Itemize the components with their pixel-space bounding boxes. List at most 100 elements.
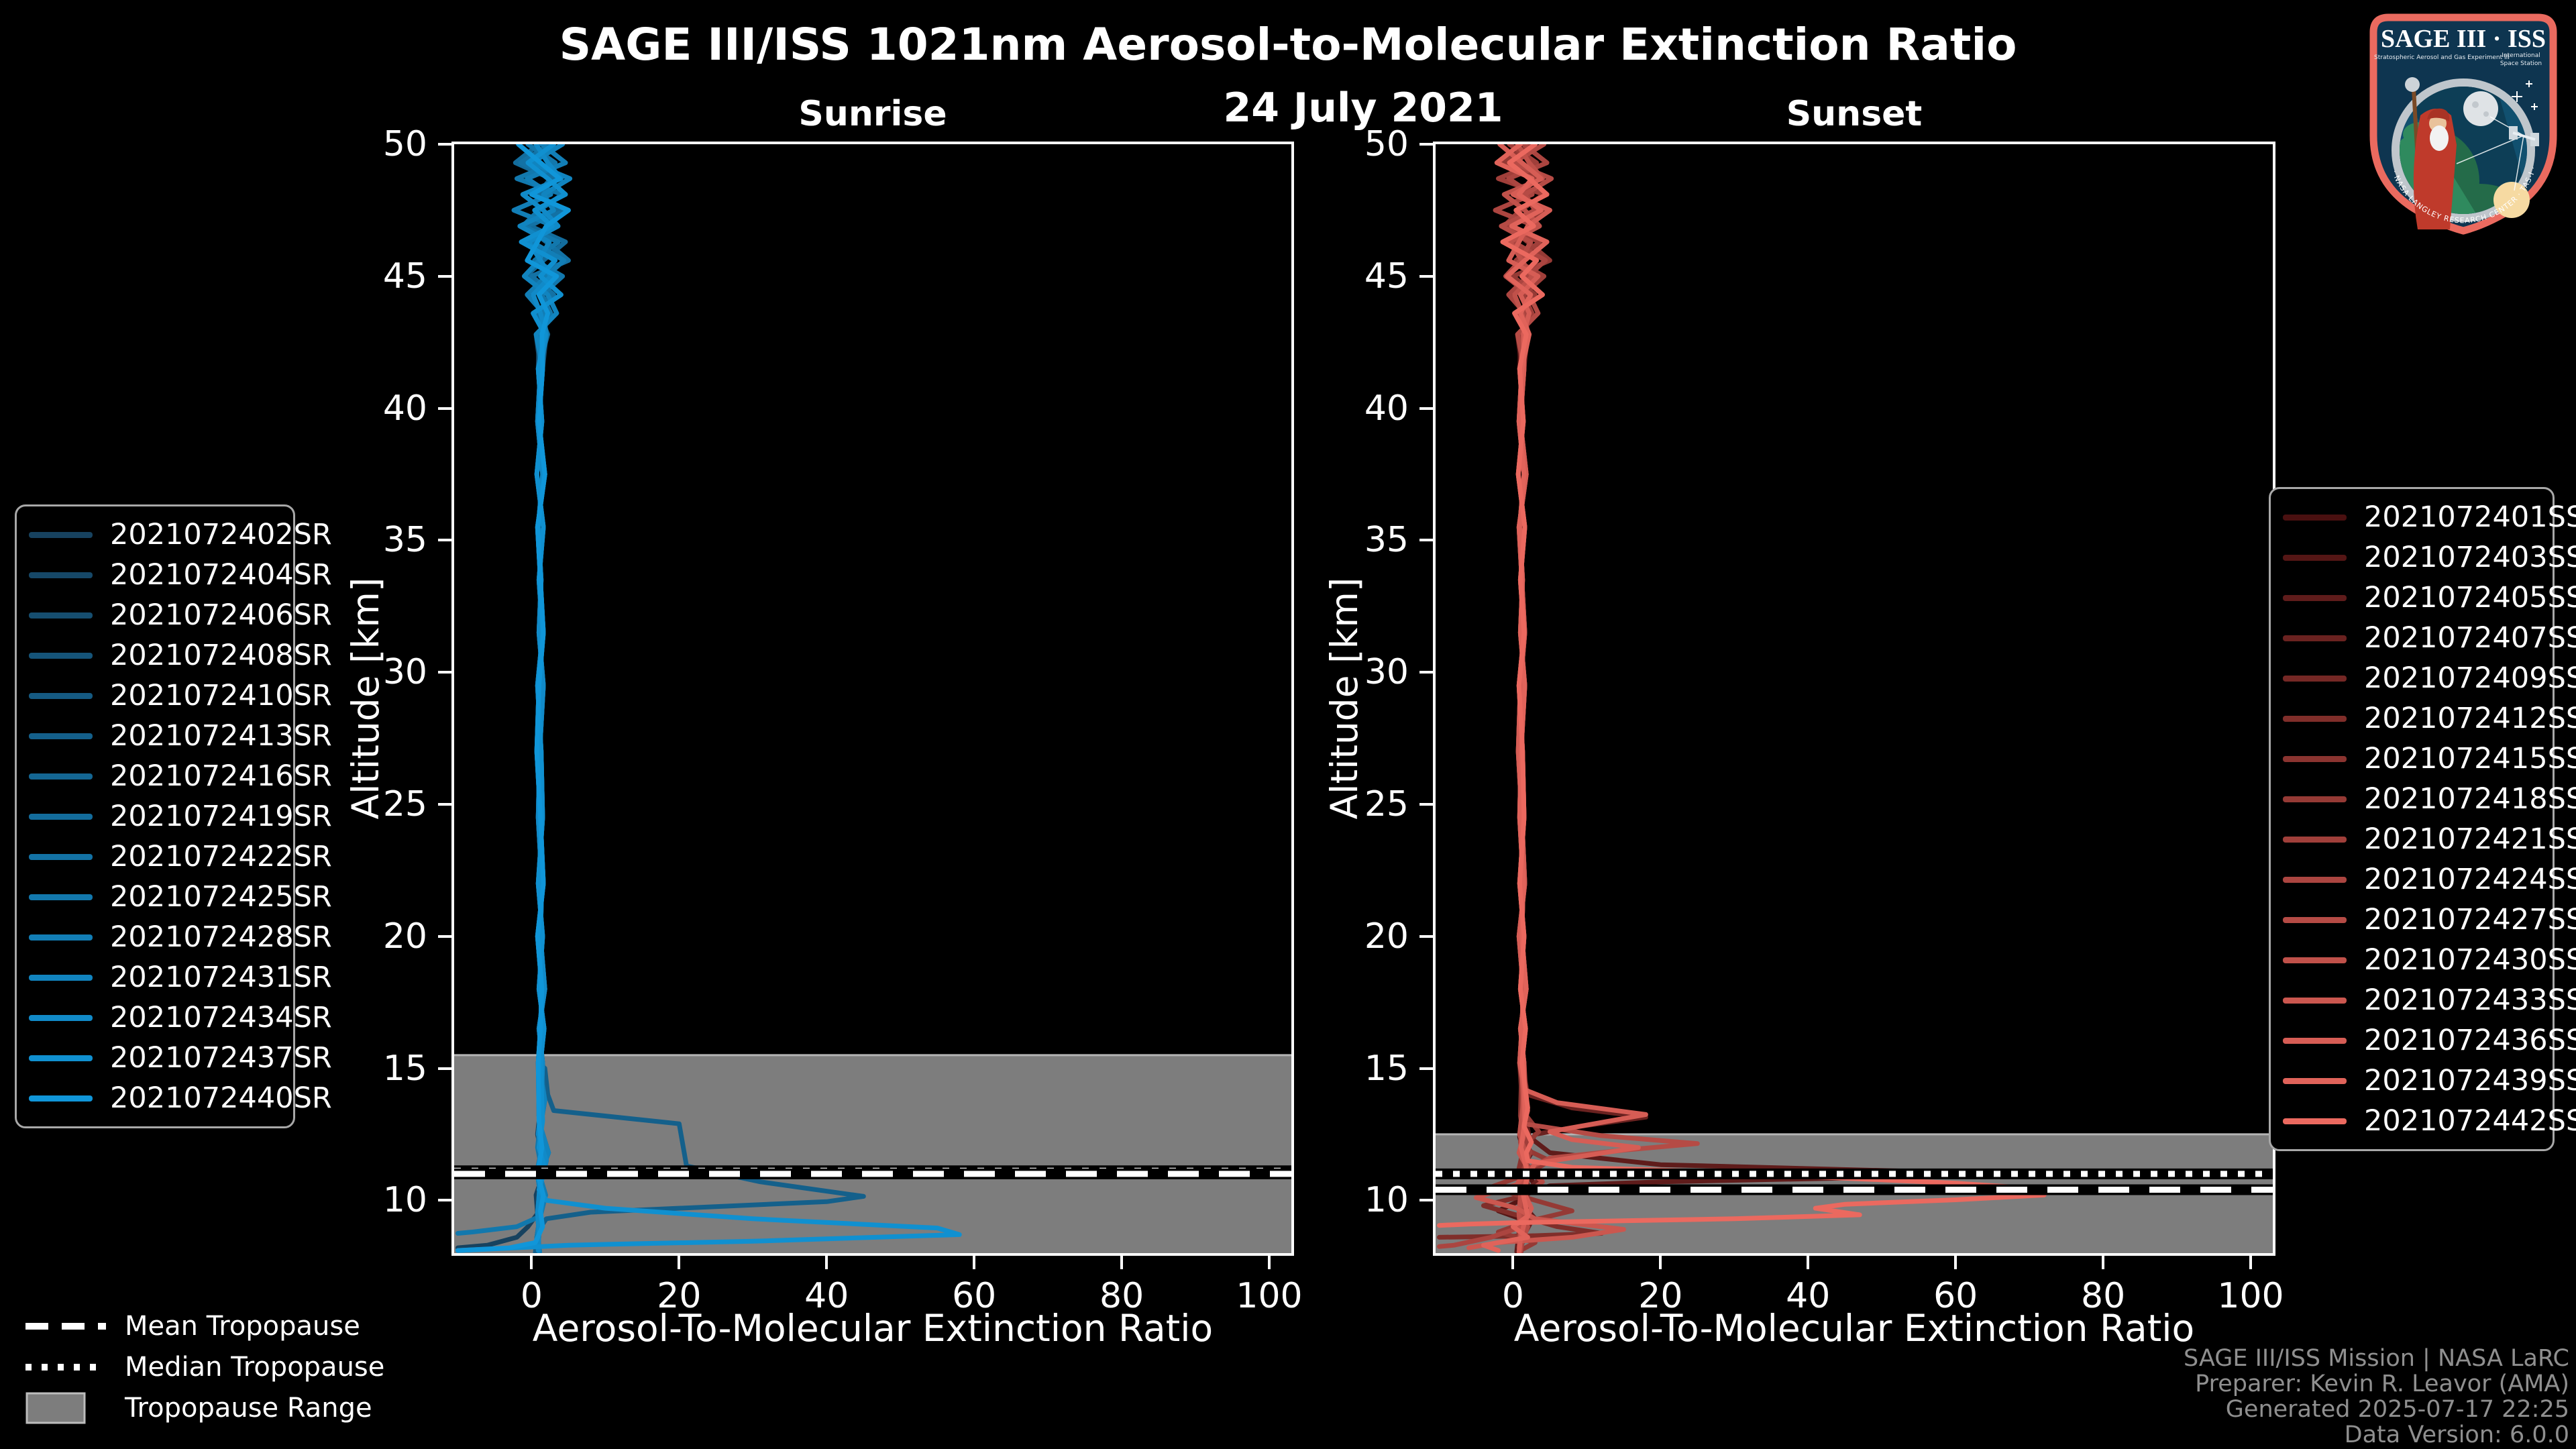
legend-event-label: 2021072405SS xyxy=(2364,581,2576,614)
legend-event-label: 2021072430SS xyxy=(2364,943,2576,977)
y-tick-label: 25 xyxy=(1364,784,1409,824)
x-tick-mark xyxy=(973,1256,976,1269)
legend-event-label: 2021072425SR xyxy=(110,880,332,914)
legend-item: 2021072404SR xyxy=(29,555,332,595)
legend-event-label: 2021072410SR xyxy=(110,679,332,712)
legend-event-label: 2021072428SR xyxy=(110,920,332,954)
moon-crater xyxy=(2472,101,2479,108)
legend-line-swatch xyxy=(29,612,93,619)
legend-item: 2021072434SR xyxy=(29,998,332,1038)
legend-event-label: 2021072436SS xyxy=(2364,1024,2576,1057)
legend-event-label: 2021072401SS xyxy=(2364,500,2576,534)
profile-line-2021072433SS xyxy=(1466,144,1626,1250)
x-tick-mark xyxy=(1659,1256,1662,1269)
legend-event-label: 2021072404SR xyxy=(110,558,332,592)
sunset-legend: 2021072401SS 2021072403SS 2021072405SS 2021… xyxy=(2269,487,2576,1151)
x-tick-label: 40 xyxy=(804,1276,849,1316)
legend-line-swatch xyxy=(29,894,93,900)
x-tick-mark xyxy=(1807,1256,1810,1269)
y-tick-label: 10 xyxy=(382,1180,427,1221)
moon-icon xyxy=(2463,91,2498,126)
legend-item: 2021072407SS xyxy=(2283,618,2576,658)
y-tick-label: 20 xyxy=(1364,916,1409,957)
legend-event-label: 2021072406SR xyxy=(110,598,332,632)
y-tick-label: 10 xyxy=(1364,1180,1409,1221)
profile-line-2021072442SS xyxy=(1437,144,2047,1228)
legend-item: 2021072433SS xyxy=(2283,980,2576,1020)
sunrise-legend: 2021072402SR 2021072404SR 2021072406SR 2021… xyxy=(15,504,332,1128)
y-tick-label: 15 xyxy=(1364,1048,1409,1089)
legend-line-swatch xyxy=(2283,635,2347,641)
x-tick-label: 60 xyxy=(952,1276,997,1316)
legend-line-swatch xyxy=(2283,796,2347,802)
x-tick-label: 20 xyxy=(1638,1276,1683,1316)
legend-line-swatch xyxy=(2283,755,2347,762)
sunrise-plot-area xyxy=(451,142,1294,1256)
legend-line-swatch xyxy=(2283,1077,2347,1084)
x-tick-label: 0 xyxy=(520,1276,543,1316)
legend-event-label: 2021072442SS xyxy=(2364,1104,2576,1138)
legend-line-swatch xyxy=(29,1014,93,1021)
legend-line-swatch xyxy=(29,531,93,538)
tropopause-range-band xyxy=(454,1055,1291,1253)
legend-line-swatch xyxy=(2283,514,2347,521)
patch-subtitle-right-1: International xyxy=(2502,52,2540,59)
legend-event-label: 2021072419SR xyxy=(110,800,332,833)
y-tick-label: 20 xyxy=(382,916,427,957)
x-tick-mark xyxy=(825,1256,828,1269)
legend-line-swatch xyxy=(29,934,93,941)
x-tick-mark xyxy=(2249,1256,2252,1269)
y-tick-mark xyxy=(438,671,451,674)
legend-event-label: 2021072409SS xyxy=(2364,661,2576,695)
x-tick-label: 80 xyxy=(1099,1276,1144,1316)
y-tick-mark xyxy=(1419,407,1433,410)
legend-item: 2021072436SS xyxy=(2283,1020,2576,1061)
tropopause-legend: Mean Tropopause Median Tropopause Tropop… xyxy=(25,1305,384,1428)
legend-line-swatch xyxy=(29,813,93,820)
sunrise-y-axis-label: Altitude [km] xyxy=(344,577,387,820)
legend-item: 2021072422SR xyxy=(29,837,332,877)
legend-event-label: 2021072408SR xyxy=(110,639,332,672)
stars-icon xyxy=(2512,80,2538,110)
profile-line-2021072405SS xyxy=(1499,144,1966,1253)
sunrise-x-axis-label: Aerosol-To-Molecular Extinction Ratio xyxy=(532,1307,1214,1350)
legend-line-swatch xyxy=(29,1095,93,1102)
legend-item: 2021072406SR xyxy=(29,595,332,635)
preparer-credit: Preparer: Kevin R. Leavor (AMA) xyxy=(2195,1371,2569,1397)
sunset-y-axis-label: Altitude [km] xyxy=(1323,577,1366,820)
sunrise-panel-title: Sunrise xyxy=(798,94,947,134)
moon-crater xyxy=(2483,111,2489,117)
dotted-line-icon xyxy=(25,1363,106,1371)
legend-item: 2021072431SR xyxy=(29,957,332,998)
patch-subtitle-right-2: Space Station xyxy=(2500,60,2542,67)
y-tick-mark xyxy=(438,1067,451,1070)
x-tick-label: 20 xyxy=(657,1276,702,1316)
legend-event-label: 2021072431SR xyxy=(110,961,332,994)
legend-item: 2021072408SR xyxy=(29,635,332,676)
y-tick-mark xyxy=(438,934,451,938)
tropopause-range-legend-item: Tropopause Range xyxy=(25,1387,384,1428)
sunset-plot-area xyxy=(1433,142,2275,1256)
legend-event-label: 2021072407SS xyxy=(2364,621,2576,655)
legend-line-swatch xyxy=(2283,1118,2347,1124)
legend-line-swatch xyxy=(2283,594,2347,601)
legend-item: 2021072418SS xyxy=(2283,779,2576,819)
data-version: Data Version: 6.0.0 xyxy=(2344,1421,2569,1448)
tropopause-range-label: Tropopause Range xyxy=(125,1392,372,1424)
x-tick-mark xyxy=(1120,1256,1124,1269)
legend-item: 2021072410SR xyxy=(29,676,332,716)
generated-timestamp: Generated 2025-07-17 22:25 xyxy=(2225,1396,2569,1423)
legend-event-label: 2021072415SS xyxy=(2364,742,2576,775)
y-tick-mark xyxy=(438,407,451,410)
mean-tropopause-legend-item: Mean Tropopause xyxy=(25,1305,384,1346)
legend-item: 2021072419SR xyxy=(29,796,332,837)
legend-item: 2021072427SS xyxy=(2283,900,2576,940)
sunset-x-axis-label: Aerosol-To-Molecular Extinction Ratio xyxy=(1513,1307,2195,1350)
x-tick-label: 100 xyxy=(1236,1276,1303,1316)
sage-iii-iss-mission-patch-logo: SAGE III · ISS Stratospheric Aerosol and… xyxy=(2356,8,2557,235)
legend-event-label: 2021072440SR xyxy=(110,1081,332,1115)
legend-event-label: 2021072402SR xyxy=(110,518,332,551)
legend-item: 2021072425SR xyxy=(29,877,332,917)
legend-item: 2021072409SS xyxy=(2283,658,2576,698)
legend-event-label: 2021072412SS xyxy=(2364,702,2576,735)
